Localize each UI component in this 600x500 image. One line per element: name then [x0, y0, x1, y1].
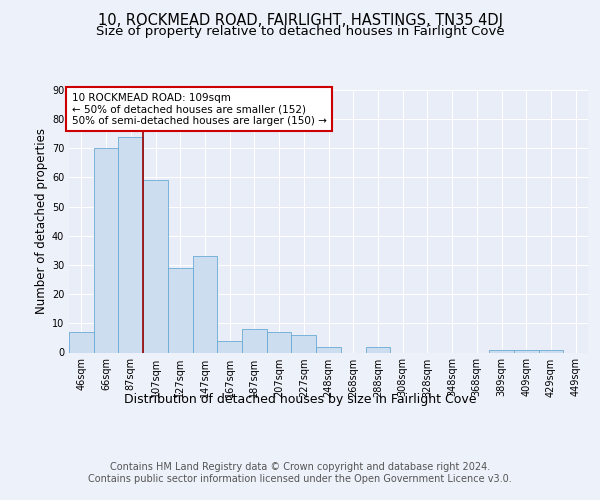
Bar: [94, 148, 118, 352]
Bar: [143, 180, 168, 352]
Text: Distribution of detached houses by size in Fairlight Cove: Distribution of detached houses by size …: [124, 392, 476, 406]
Bar: [193, 256, 217, 352]
Bar: [365, 346, 390, 352]
Bar: [489, 350, 514, 352]
Text: Contains HM Land Registry data © Crown copyright and database right 2024.
Contai: Contains HM Land Registry data © Crown c…: [88, 462, 512, 484]
Bar: [242, 329, 267, 352]
Bar: [217, 341, 242, 352]
Bar: [514, 350, 539, 352]
Bar: [118, 136, 143, 352]
Bar: [69, 332, 94, 352]
Y-axis label: Number of detached properties: Number of detached properties: [35, 128, 47, 314]
Bar: [267, 332, 292, 352]
Bar: [168, 268, 193, 352]
Text: 10, ROCKMEAD ROAD, FAIRLIGHT, HASTINGS, TN35 4DJ: 10, ROCKMEAD ROAD, FAIRLIGHT, HASTINGS, …: [97, 12, 503, 28]
Bar: [316, 346, 341, 352]
Bar: [292, 335, 316, 352]
Text: 10 ROCKMEAD ROAD: 109sqm
← 50% of detached houses are smaller (152)
50% of semi-: 10 ROCKMEAD ROAD: 109sqm ← 50% of detach…: [71, 92, 326, 126]
Text: Size of property relative to detached houses in Fairlight Cove: Size of property relative to detached ho…: [95, 25, 505, 38]
Bar: [539, 350, 563, 352]
